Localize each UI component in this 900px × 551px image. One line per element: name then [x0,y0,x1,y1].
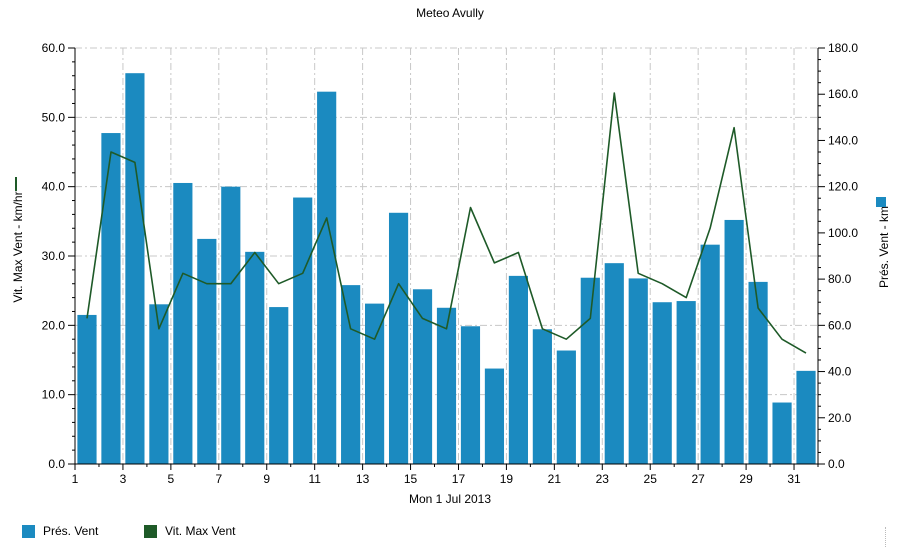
bar [700,244,720,464]
y-left-tick-label: 50.0 [42,110,66,124]
bar [484,368,505,464]
y-right-tick-label: 80.0 [828,272,852,286]
bar [580,277,600,464]
y-left-tick-label: 10.0 [42,388,66,402]
x-tick-label: 13 [356,472,370,486]
bar [724,219,744,464]
y-left-tick-label: 0.0 [48,457,65,471]
bar [436,307,457,464]
legend-item-vit-max-vent: Vit. Max Vent [144,524,235,538]
y-left-tick-label: 40.0 [42,180,66,194]
y-axis-right-series-marker [876,197,886,207]
x-tick-label: 5 [168,472,175,486]
y-left-tick-label: 60.0 [42,41,66,55]
x-tick-label: 11 [308,472,321,486]
bar [149,304,169,464]
bar [173,182,193,465]
bar [269,307,289,464]
bar [772,402,792,464]
y-axis-left-label: Vit. Max Vent - km/hr [11,191,25,302]
axes: 0.0 10.0 20.0 30.0 40.0 50.0 60.0 0.0 20.0 40.0 60… [42,41,859,486]
x-tick-label: 23 [596,472,610,486]
bar [365,303,385,464]
x-tick-label: 9 [263,472,270,486]
bar [77,314,97,464]
bar-series [77,73,816,465]
x-axis-label: Mon 1 Jul 2013 [409,492,491,506]
bar [388,212,409,464]
bar [556,350,576,464]
legend: Prés. Vent Vit. Max Vent [0,524,900,546]
legend-label-vit-max-vent: Vit. Max Vent [165,524,236,538]
y-right-tick-label: 140.0 [828,133,858,147]
y-right-tick-label: 20.0 [828,411,852,425]
bar [221,186,241,464]
x-tick-label: 25 [644,472,658,486]
bar [748,281,768,464]
x-tick-label: 29 [739,472,753,486]
bar [532,329,552,464]
legend-label-pres-vent: Prés. Vent [43,524,99,538]
legend-item-pres-vent: Prés. Vent [22,524,98,538]
y-right-tick-label: 40.0 [828,365,852,379]
bar [508,275,528,464]
bar [460,326,481,464]
bar [412,289,433,464]
y-right-tick-label: 0.0 [828,457,845,471]
bar [317,91,337,465]
y-right-tick-label: 100.0 [828,226,858,240]
bar [101,133,121,464]
bar [341,285,361,464]
y-right-tick-label: 180.0 [828,41,858,55]
y-axis-right-label: Prés. Vent - km [877,206,891,288]
legend-swatch-bar [22,524,35,538]
y-left-tick-label: 20.0 [42,318,66,332]
x-tick-label: 31 [787,472,801,486]
bar [245,251,265,464]
x-tick-label: 17 [452,472,466,486]
x-tick-label: 21 [548,472,562,486]
bar [604,263,624,464]
bar [125,73,145,465]
x-tick-label: 7 [215,472,222,486]
bar [628,278,648,464]
bar [676,301,696,464]
legend-swatch-line [144,524,157,538]
bar [197,238,217,464]
y-axis-left-series-marker [15,177,17,191]
x-tick-label: 19 [500,472,514,486]
x-tick-label: 1 [72,472,79,486]
line-series-path [86,92,807,354]
bar [796,370,816,464]
y-right-tick-label: 160.0 [828,87,858,101]
bar [293,197,313,465]
x-tick-label: 27 [691,472,705,486]
x-tick-label: 3 [120,472,127,486]
x-tick-label: 15 [404,472,418,486]
y-right-tick-label: 120.0 [828,180,858,194]
y-left-tick-label: 30.0 [42,249,66,263]
chart-title: Meteo Avully [416,6,484,20]
y-right-tick-label: 60.0 [828,318,852,332]
bar [652,302,672,464]
corner-mark [885,527,887,547]
